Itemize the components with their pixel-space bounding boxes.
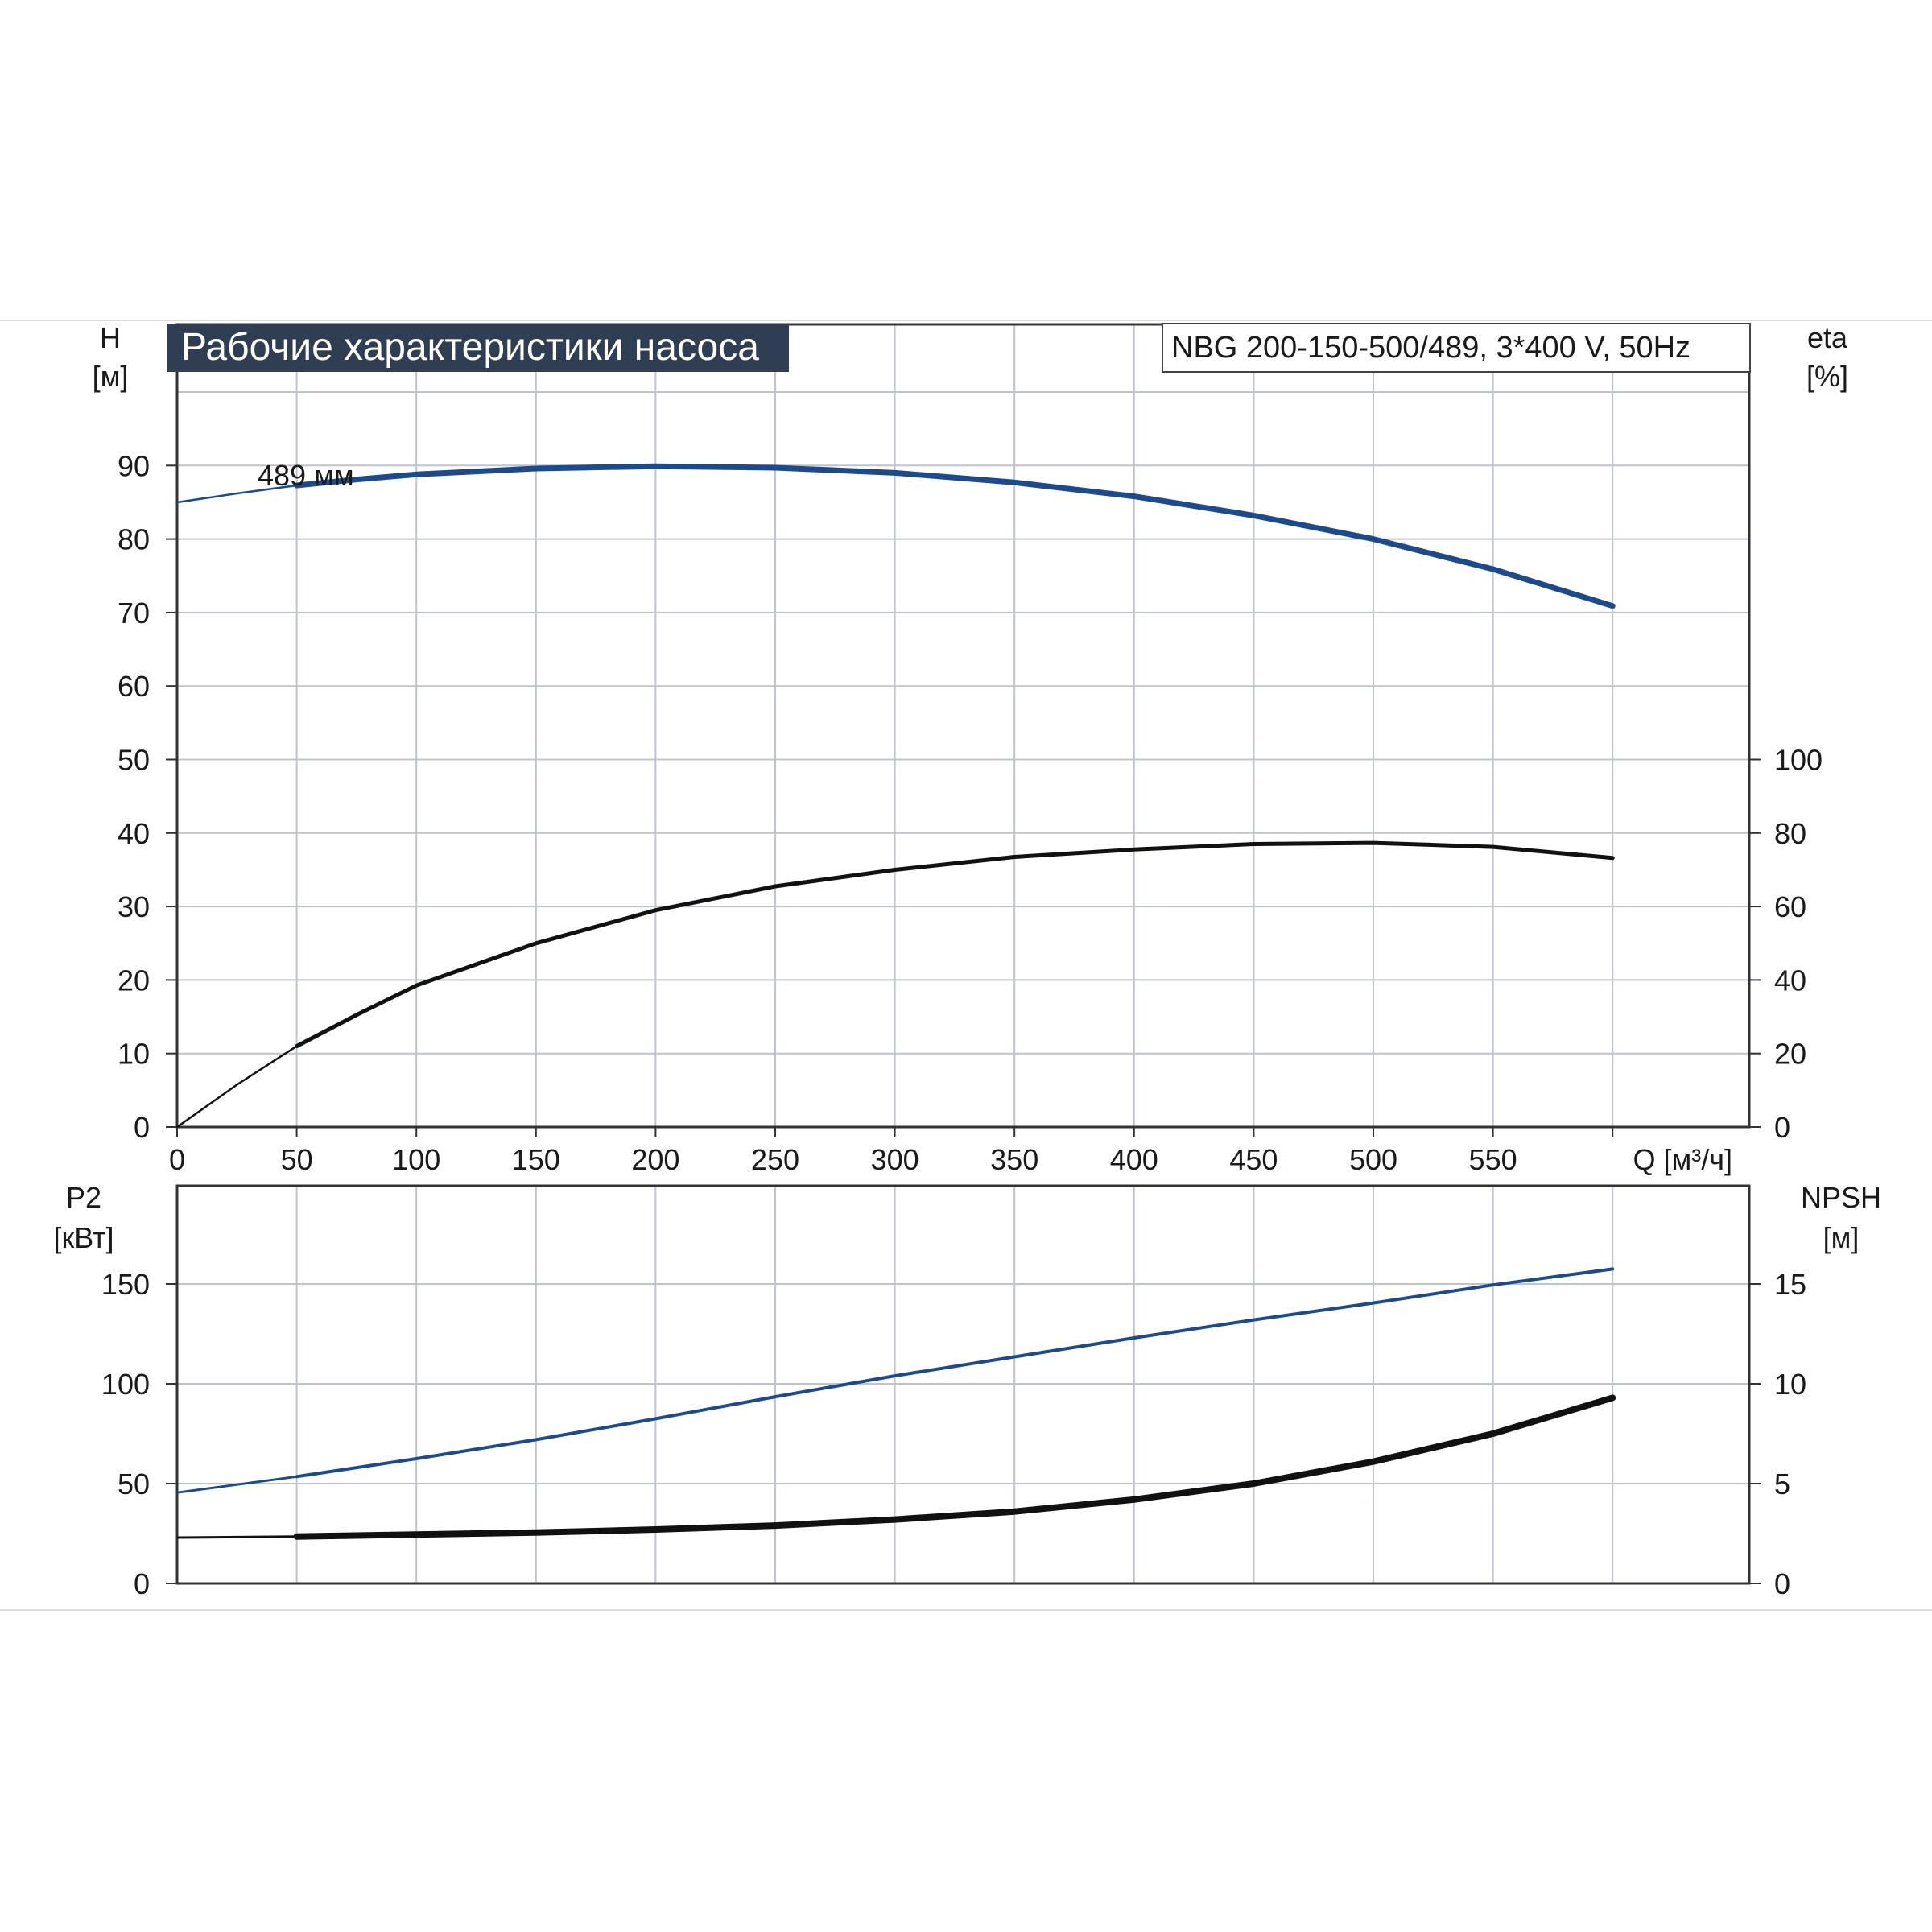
head-axis-tick-labels: 0 10 20 30 40 50 60 70 80 90 (118, 449, 150, 1144)
bottom-chart-series (176, 1267, 1616, 1540)
eta-axis-tick-labels: 0 20 40 60 80 100 (1774, 744, 1823, 1145)
model-label: NBG 200-150-500/489, 3*400 V, 50Hz (1171, 331, 1690, 365)
bottom-chart-grid (166, 1184, 1761, 1585)
x-axis-tick-labels: 0 50 100 150 200 250 300 350 400 450 500 550 (169, 1143, 1517, 1176)
head-axis-unit: [м] (93, 360, 129, 393)
impeller-diameter-label: 489 мм (258, 459, 354, 492)
top-chart-series (176, 463, 1616, 1129)
head-tick-label: 30 (118, 890, 150, 923)
x-tick-label: 0 (169, 1143, 185, 1176)
npsh-tick-label: 5 (1774, 1468, 1790, 1501)
head-tick-label: 90 (118, 449, 150, 482)
power-npsh-chart: 0 50 100 150 0 5 10 15 P2 [кВт] NPSH [м] (53, 1181, 1881, 1600)
power-tick-label: 50 (118, 1468, 150, 1501)
x-tick-label: 500 (1349, 1143, 1397, 1176)
npsh-axis-name: NPSH (1801, 1181, 1881, 1214)
npsh-axis-tick-labels: 0 5 10 15 (1774, 1268, 1806, 1600)
head-tick-label: 10 (118, 1038, 150, 1071)
npsh-tick-label: 0 (1774, 1567, 1790, 1600)
npsh-tick-label: 10 (1774, 1368, 1806, 1401)
x-tick-label: 250 (751, 1143, 799, 1176)
head-tick-label: 50 (118, 744, 150, 777)
power-curve (295, 1267, 1615, 1479)
head-tick-label: 40 (118, 817, 150, 850)
eta-tick-label: 0 (1774, 1111, 1790, 1144)
eta-axis-name: eta (1807, 321, 1848, 354)
x-tick-label: 300 (871, 1143, 919, 1176)
head-curve (294, 463, 1616, 609)
x-axis-title: Q [м³/ч] (1633, 1143, 1732, 1176)
power-axis-name: P2 (66, 1181, 101, 1214)
x-tick-label: 550 (1469, 1143, 1517, 1176)
x-tick-label: 150 (512, 1143, 560, 1176)
head-tick-label: 0 (134, 1111, 150, 1144)
eta-tick-label: 100 (1774, 744, 1823, 777)
efficiency-curve (295, 840, 1615, 1049)
model-label-box (1162, 323, 1751, 373)
power-axis-tick-labels: 0 50 100 150 (101, 1268, 150, 1600)
x-tick-label: 100 (392, 1143, 440, 1176)
eta-tick-label: 60 (1774, 890, 1806, 923)
power-tick-label: 0 (134, 1567, 150, 1600)
power-tick-label: 100 (101, 1368, 150, 1401)
power-axis-unit: [кВт] (53, 1221, 114, 1254)
x-tick-label: 400 (1110, 1143, 1158, 1176)
eta-tick-label: 80 (1774, 817, 1806, 850)
x-tick-label: 450 (1229, 1143, 1278, 1176)
eta-axis-unit: [%] (1806, 360, 1848, 393)
npsh-curve (293, 1394, 1616, 1540)
head-tick-label: 60 (118, 670, 150, 703)
head-efficiency-chart: 0 50 100 150 200 250 300 350 400 450 500 550 010203… (93, 321, 1848, 1176)
chart-title: Рабочие характеристики насоса (181, 326, 759, 369)
head-tick-label: 80 (118, 523, 150, 556)
npsh-axis-unit: [м] (1823, 1221, 1860, 1254)
eta-tick-label: 20 (1774, 1038, 1806, 1071)
head-axis-name: H (100, 321, 121, 354)
x-tick-label: 350 (990, 1143, 1038, 1176)
power-tick-label: 150 (101, 1268, 150, 1301)
npsh-tick-label: 15 (1774, 1268, 1806, 1301)
x-tick-label: 50 (281, 1143, 313, 1176)
x-tick-label: 200 (631, 1143, 679, 1176)
head-tick-label: 70 (118, 597, 150, 630)
eta-tick-label: 40 (1774, 964, 1806, 997)
top-chart-grid (166, 323, 1761, 1137)
head-tick-label: 20 (118, 964, 150, 997)
top-plot-frame (175, 323, 1751, 1129)
chart-title-background (167, 324, 789, 372)
